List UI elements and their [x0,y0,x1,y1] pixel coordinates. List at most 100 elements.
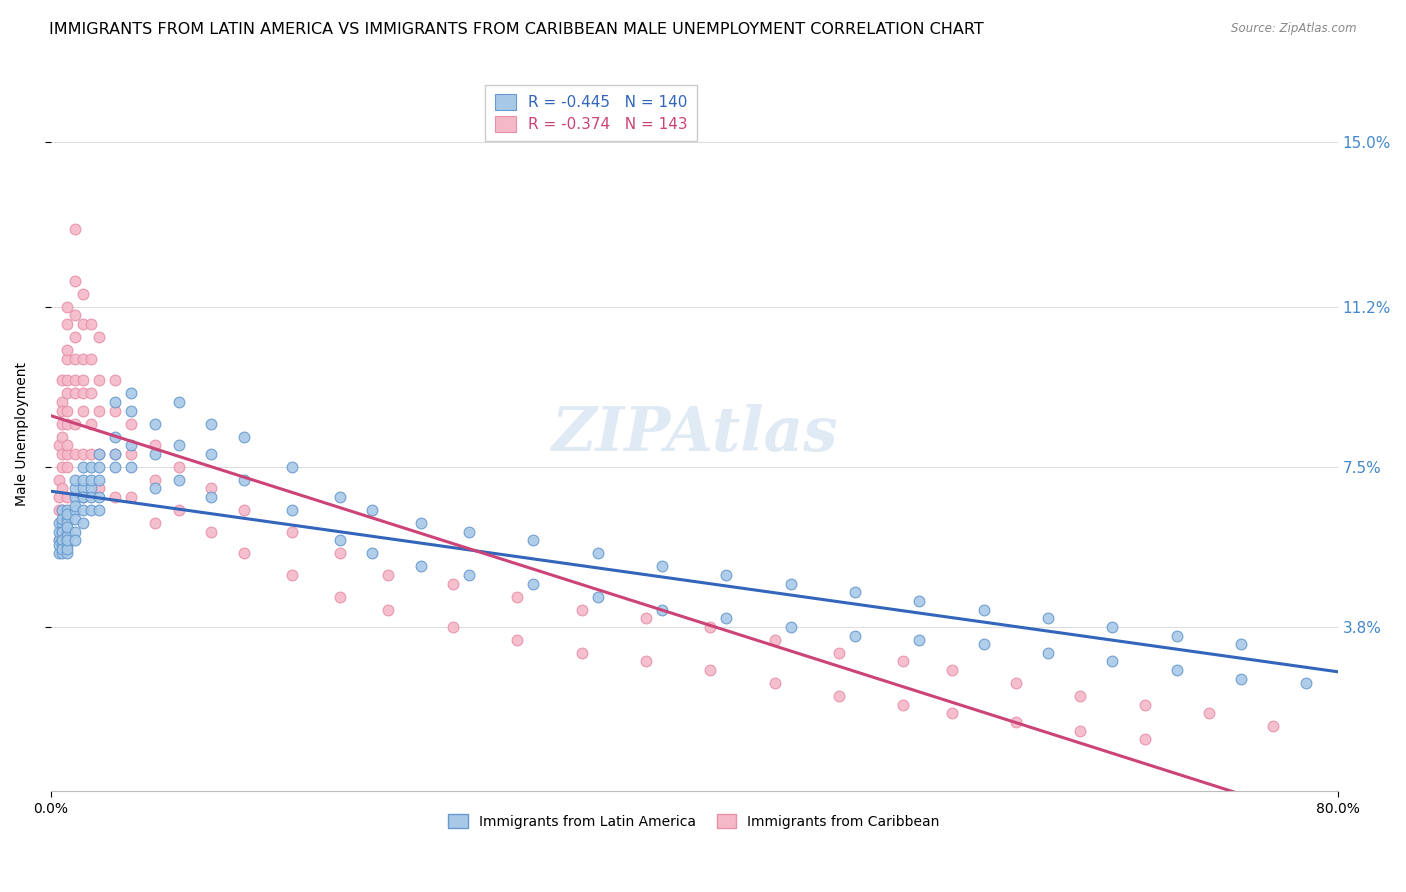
Point [51,417,73,431]
Point [828,646,851,660]
Point [361,546,384,560]
Point [120,386,142,401]
Point [55,317,77,331]
Point [763,676,786,690]
Point [55,508,77,522]
Point [55,520,77,534]
Point [120,490,142,504]
Point [1069,689,1091,703]
Point [48,490,70,504]
Point [281,459,304,474]
Point [51,373,73,387]
Point [634,655,657,669]
Point [104,447,127,461]
Point [506,632,529,647]
Point [941,663,963,677]
Point [167,503,190,517]
Point [51,524,73,539]
Point [51,541,73,556]
Point [63,417,86,431]
Point [51,503,73,517]
Point [55,516,77,530]
Point [779,576,801,591]
Point [87,447,110,461]
Point [522,576,544,591]
Point [763,632,786,647]
Point [232,473,254,487]
Point [699,620,721,634]
Point [1101,655,1123,669]
Point [908,632,931,647]
Point [48,546,70,560]
Point [55,373,77,387]
Point [143,482,166,496]
Point [55,300,77,314]
Point [120,403,142,417]
Point [143,473,166,487]
Point [973,602,995,616]
Point [167,395,190,409]
Point [63,533,86,548]
Point [51,403,73,417]
Point [72,459,94,474]
Point [87,473,110,487]
Point [55,546,77,560]
Point [120,459,142,474]
Point [1133,698,1156,712]
Point [80,459,103,474]
Point [1230,672,1253,686]
Point [891,698,914,712]
Point [80,351,103,366]
Point [80,317,103,331]
Point [716,568,738,582]
Point [143,516,166,530]
Point [51,447,73,461]
Point [72,490,94,504]
Point [329,533,352,548]
Point [200,447,222,461]
Point [72,286,94,301]
Point [80,482,103,496]
Point [87,490,110,504]
Point [55,386,77,401]
Point [55,447,77,461]
Point [634,611,657,625]
Point [457,568,479,582]
Point [571,602,593,616]
Point [104,373,127,387]
Point [55,403,77,417]
Point [63,482,86,496]
Point [63,222,86,236]
Point [908,594,931,608]
Point [143,417,166,431]
Point [72,482,94,496]
Point [232,546,254,560]
Point [63,499,86,513]
Point [72,373,94,387]
Legend: Immigrants from Latin America, Immigrants from Caribbean: Immigrants from Latin America, Immigrant… [443,809,945,834]
Point [72,386,94,401]
Point [51,533,73,548]
Point [828,689,851,703]
Point [361,503,384,517]
Point [48,533,70,548]
Point [55,490,77,504]
Point [63,274,86,288]
Point [1005,676,1028,690]
Point [200,490,222,504]
Point [51,512,73,526]
Point [104,429,127,443]
Point [72,447,94,461]
Point [1198,706,1220,721]
Point [63,503,86,517]
Point [51,503,73,517]
Point [941,706,963,721]
Point [586,590,609,604]
Point [329,490,352,504]
Point [55,538,77,552]
Point [457,524,479,539]
Point [329,546,352,560]
Point [200,417,222,431]
Point [409,516,432,530]
Point [441,620,464,634]
